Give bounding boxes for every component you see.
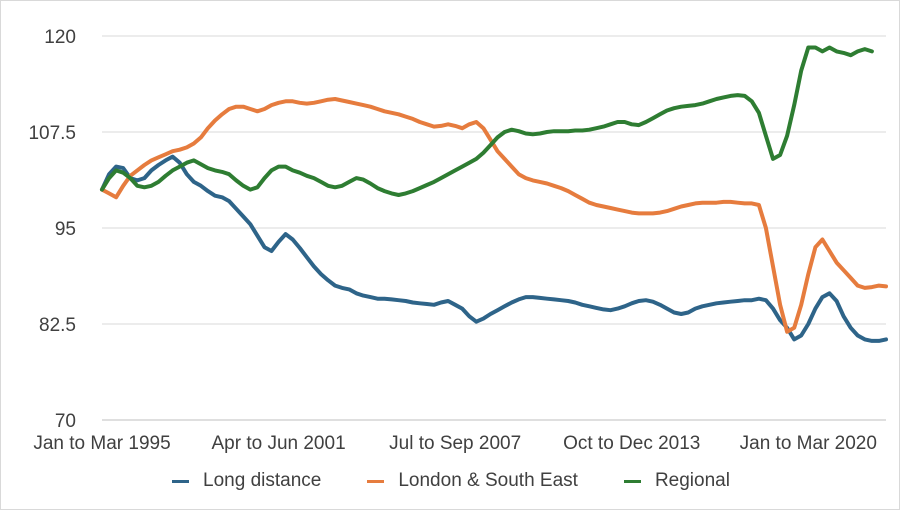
- legend-label: London & South East: [398, 470, 578, 491]
- x-tick-label: Jan to Mar 2020: [740, 433, 877, 454]
- x-tick-label: Jul to Sep 2007: [389, 433, 521, 454]
- y-tick-label: 95: [55, 219, 76, 240]
- x-tick-label: Apr to Jun 2001: [211, 433, 345, 454]
- series-line-london-south-east: [100, 97, 888, 334]
- series-line-long-distance: [100, 154, 888, 343]
- gridlines: [102, 35, 886, 421]
- series-lines: [100, 45, 888, 343]
- y-tick-label: 82.5: [39, 315, 76, 336]
- y-tick-label: 107.5: [28, 123, 76, 144]
- legend-label: Regional: [654, 470, 730, 491]
- legend-item-long-distance: Long distance: [172, 470, 321, 492]
- line-chart: 70 82.5 95 107.5 120 Jan to Mar 1995 Apr to J…: [28, 27, 888, 454]
- y-tick-label: 120: [44, 27, 76, 48]
- x-axis-ticks: Jan to Mar 1995 Apr to Jun 2001 Jul to Sep…: [33, 433, 877, 454]
- legend-swatch: [623, 479, 641, 483]
- legend-item-london-south-east: London & South East: [367, 470, 578, 492]
- legend-swatch: [172, 479, 190, 483]
- x-tick-label: Jan to Mar 1995: [33, 433, 170, 454]
- series-line-regional: [100, 45, 874, 197]
- y-axis-ticks: 70 82.5 95 107.5 120: [28, 27, 76, 432]
- legend-item-regional: Regional: [623, 470, 730, 492]
- x-tick-label: Oct to Dec 2013: [563, 433, 700, 454]
- legend-label: Long distance: [203, 470, 322, 491]
- legend: Long distance London & South East Region…: [0, 470, 902, 492]
- legend-swatch: [367, 479, 385, 483]
- y-tick-label: 70: [55, 411, 76, 432]
